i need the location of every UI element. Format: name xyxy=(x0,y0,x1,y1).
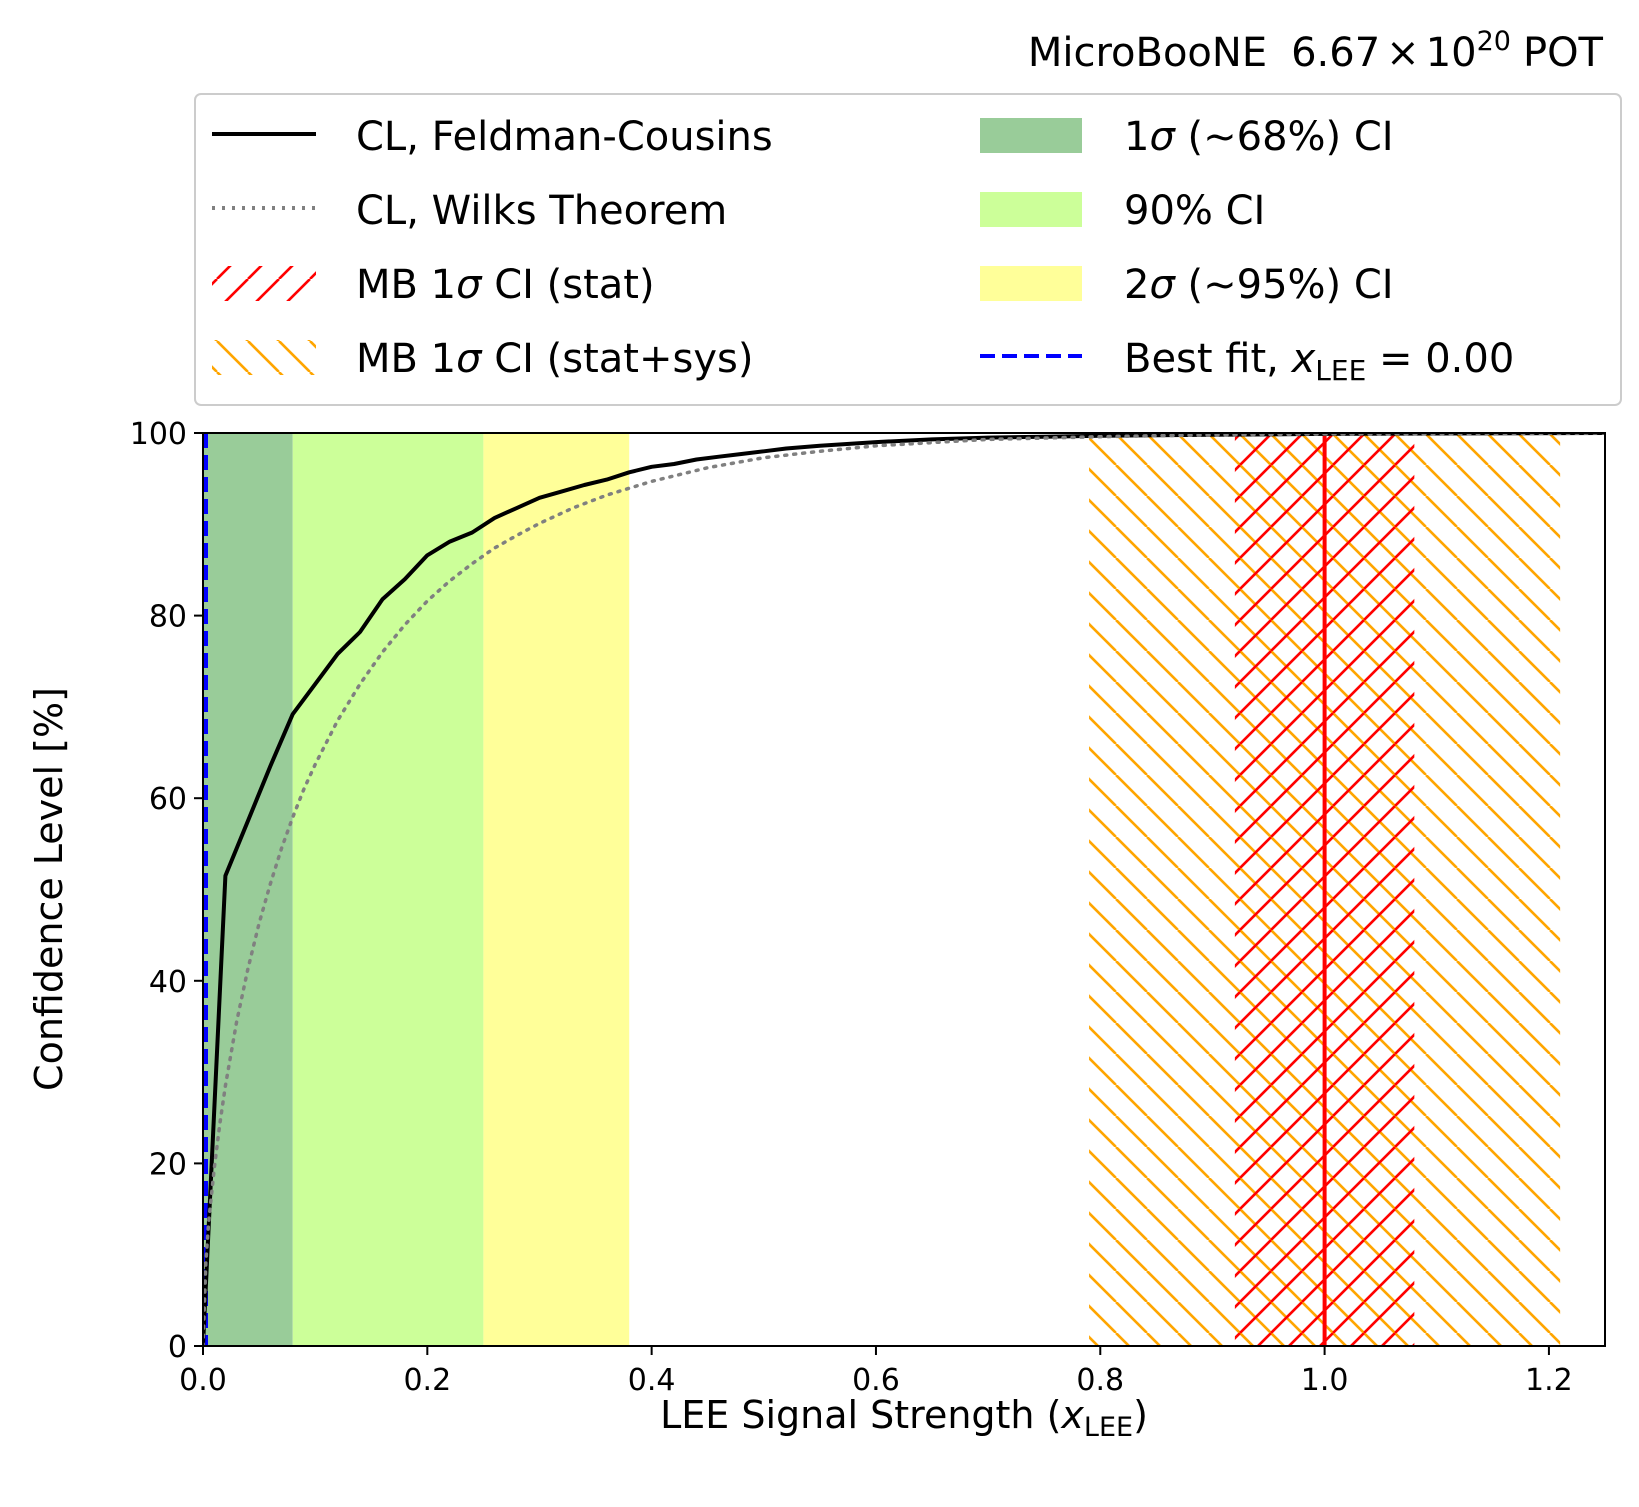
legend-swatch-2sigma xyxy=(980,266,1082,301)
series-cl-feldman-cousins xyxy=(203,433,1605,1346)
header-pot-mantissa: 6.67 xyxy=(1291,30,1380,76)
y-axis-ticks: 0 20 40 60 80 100 xyxy=(130,417,203,1365)
y-tick-label: 40 xyxy=(149,965,187,1000)
legend-mb-statsys-suffix: CI (stat+sys) xyxy=(481,336,753,382)
plot-area xyxy=(203,433,1605,1346)
ci-band-90pct xyxy=(292,433,484,1346)
legend-swatch-mb-statsys xyxy=(212,340,316,375)
legend-mb-stat-prefix: MB 1 xyxy=(356,262,456,308)
legend-swatch-90ci xyxy=(980,192,1082,227)
legend-2sigma-sigma: σ xyxy=(1149,262,1176,308)
x-axis-ticks: 0.0 0.2 0.4 0.6 0.8 1.0 1.2 xyxy=(179,1346,1573,1398)
x-axis-title-var: x xyxy=(1060,1393,1084,1437)
legend-best-fit-sub: LEE xyxy=(1315,354,1366,387)
header-pot-unit: POT xyxy=(1523,30,1604,76)
x-tick-label: 0.0 xyxy=(179,1363,227,1398)
header-times: × xyxy=(1386,30,1420,76)
legend-1sigma-prefix: 1 xyxy=(1124,114,1149,160)
header-pot-base: 10 xyxy=(1426,30,1477,76)
x-tick-label: 0.2 xyxy=(403,1363,451,1398)
ci-band-1sigma xyxy=(203,433,293,1346)
legend-label-wilks: CL, Wilks Theorem xyxy=(356,188,727,234)
legend-1sigma-sigma: σ xyxy=(1149,114,1176,160)
legend-label-mb-statsys: MB 1σ CI (stat+sys) xyxy=(356,336,753,382)
y-tick-label: 60 xyxy=(149,782,187,817)
legend-best-fit-prefix: Best fit, xyxy=(1124,336,1292,382)
x-axis-title-prefix: LEE Signal Strength ( xyxy=(660,1393,1061,1437)
legend-2sigma-prefix: 2 xyxy=(1124,262,1149,308)
x-tick-label: 1.0 xyxy=(1301,1363,1349,1398)
header-pot-exponent: 20 xyxy=(1477,26,1511,57)
y-axis-title: Confidence Level [%] xyxy=(27,687,71,1091)
legend-mb-statsys-prefix: MB 1 xyxy=(356,336,456,382)
x-tick-label: 0.4 xyxy=(628,1363,676,1398)
legend-label-mb-stat: MB 1σ CI (stat) xyxy=(356,262,655,308)
ci-band-2sigma xyxy=(483,433,630,1346)
legend-frame xyxy=(194,93,1622,406)
legend: CL, Feldman-Cousins CL, Wilks Theorem MB… xyxy=(194,93,1622,406)
legend-label-feldman-cousins: CL, Feldman-Cousins xyxy=(356,114,773,160)
legend-label-2sigma: 2σ (~95%) CI xyxy=(1124,262,1394,308)
x-axis-title-sub: LEE xyxy=(1084,1412,1133,1443)
series-cl-wilks-theorem xyxy=(203,433,1605,1346)
y-tick-label: 80 xyxy=(149,600,187,635)
legend-mb-stat-suffix: CI (stat) xyxy=(481,262,654,308)
x-tick-label: 0.8 xyxy=(1076,1363,1124,1398)
legend-best-fit-suffix: = 0.00 xyxy=(1366,336,1514,382)
y-tick-label: 20 xyxy=(149,1147,187,1182)
legend-2sigma-suffix: (~95%) CI xyxy=(1175,262,1394,308)
legend-mb-statsys-sigma: σ xyxy=(456,336,483,382)
x-axis-title-suffix: ) xyxy=(1133,1393,1148,1437)
legend-label-1sigma: 1σ (~68%) CI xyxy=(1124,114,1394,160)
legend-swatch-mb-stat xyxy=(212,266,316,301)
x-tick-label: 1.2 xyxy=(1525,1363,1573,1398)
legend-label-best-fit: Best fit, xLEE = 0.00 xyxy=(1124,336,1514,387)
x-axis-title: LEE Signal Strength (xLEE) xyxy=(660,1393,1148,1443)
legend-best-fit-var: x xyxy=(1290,336,1316,382)
legend-swatch-1sigma xyxy=(980,118,1082,153)
legend-1sigma-suffix: (~68%) CI xyxy=(1175,114,1394,160)
header-experiment: MicroBooNE xyxy=(1028,30,1267,76)
axes-frame xyxy=(202,432,1606,1347)
legend-mb-stat-sigma: σ xyxy=(456,262,483,308)
legend-label-90ci: 90% CI xyxy=(1124,188,1265,234)
y-tick-label: 100 xyxy=(130,417,187,452)
x-tick-label: 0.6 xyxy=(852,1363,900,1398)
chart-header: MicroBooNE 6.67 × 1020 POT xyxy=(1028,26,1604,76)
y-tick-label: 0 xyxy=(168,1330,187,1365)
